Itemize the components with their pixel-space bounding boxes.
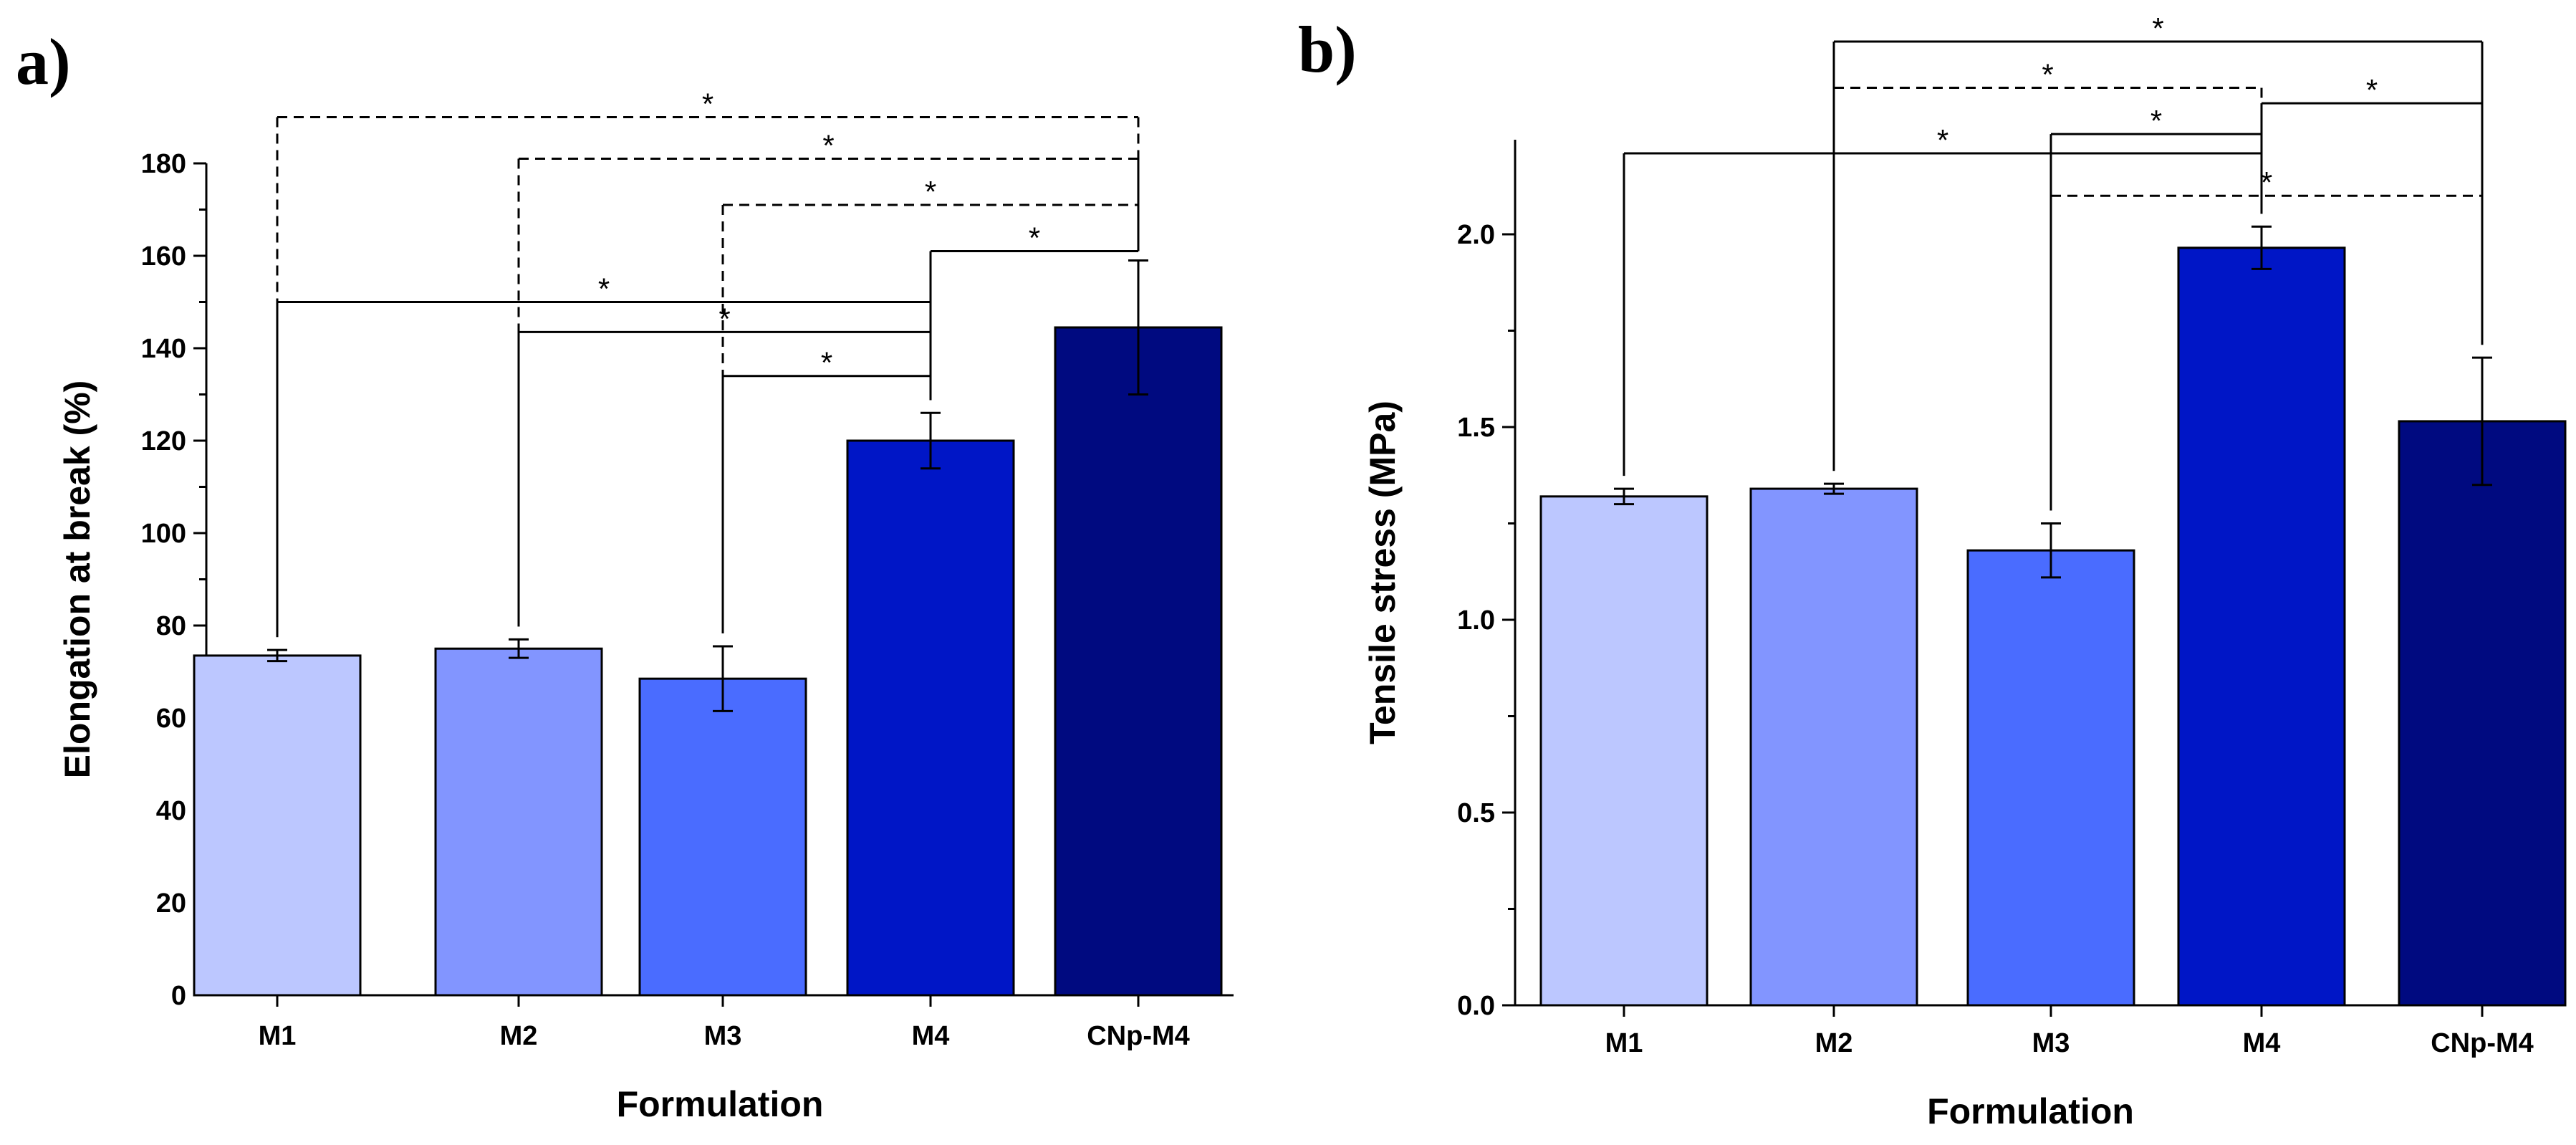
significance-star: * [822,129,834,163]
significance-star: * [2366,73,2378,107]
y-tick-label: 1.0 [1457,605,1495,636]
bar-m1 [193,654,362,997]
significance-star: * [925,175,936,209]
significance-star: * [2261,166,2272,199]
significance-star: * [821,346,832,380]
bar-cnp-m4 [1054,326,1223,997]
significance-star: * [1937,123,1948,157]
significance-star: * [2042,58,2053,92]
x-tick-label: M2 [1815,1028,1853,1058]
y-tick-label: 80 [156,611,186,641]
panel-label: b) [1298,13,1357,86]
significance-star: * [719,302,730,335]
significance-star: * [2150,104,2162,138]
y-tick-label: 60 [156,704,186,734]
bar-m1 [1539,495,1708,1007]
x-axis-title: Formulation [617,1084,824,1124]
significance-star: * [598,272,610,306]
x-tick-label: M4 [2243,1028,2281,1058]
y-tick-label: 160 [141,241,186,272]
y-tick-label: 100 [141,519,186,549]
y-axis-title: Elongation at break (%) [57,380,97,779]
y-tick-label: 20 [156,888,186,919]
chart-panel-a: a) 0 20 40 60 80 100 120 140 160 180 M1 M2 M3 M4 CNp-M4… [16,25,1234,1124]
bar-m2 [1749,487,1918,1007]
x-tick-label: M1 [259,1021,297,1051]
x-tick-label: M3 [2032,1028,2070,1058]
panel-label: a) [16,25,71,98]
y-tick-label: 2.0 [1457,220,1495,250]
bar-m3 [638,677,807,997]
y-tick-label: 120 [141,426,186,456]
significance-star: * [2152,11,2163,45]
significance-star: * [1029,221,1040,255]
x-tick-label: M3 [704,1021,742,1051]
y-tick-label: 180 [141,149,186,179]
chart-panel-b: b) 0.0 0.5 1.0 1.5 2.0 M1 M2 M3 M4 CNp-M4 * * * * * * For… [1298,11,2567,1131]
significance-star: * [702,87,713,121]
x-tick-label: CNp-M4 [1087,1021,1190,1051]
x-tick-label: M2 [500,1021,538,1051]
bar-m3 [1966,549,2135,1007]
y-tick-label: 140 [141,334,186,364]
bar-m2 [434,647,603,997]
bar-m4 [846,439,1015,997]
bar-cnp-m4 [2398,420,2567,1007]
x-tick-label: CNp-M4 [2431,1028,2534,1058]
x-axis-title: Formulation [1927,1091,2134,1131]
bar-m4 [2177,246,2346,1007]
y-tick-label: 0.5 [1457,798,1495,828]
y-tick-label: 1.5 [1457,413,1495,443]
y-tick-label: 40 [156,796,186,826]
y-axis-title: Tensile stress (MPa) [1363,401,1403,744]
y-tick-label: 0.0 [1457,991,1495,1021]
x-tick-label: M4 [912,1021,950,1051]
x-tick-label: M1 [1605,1028,1643,1058]
y-tick-label: 0 [171,981,186,1011]
